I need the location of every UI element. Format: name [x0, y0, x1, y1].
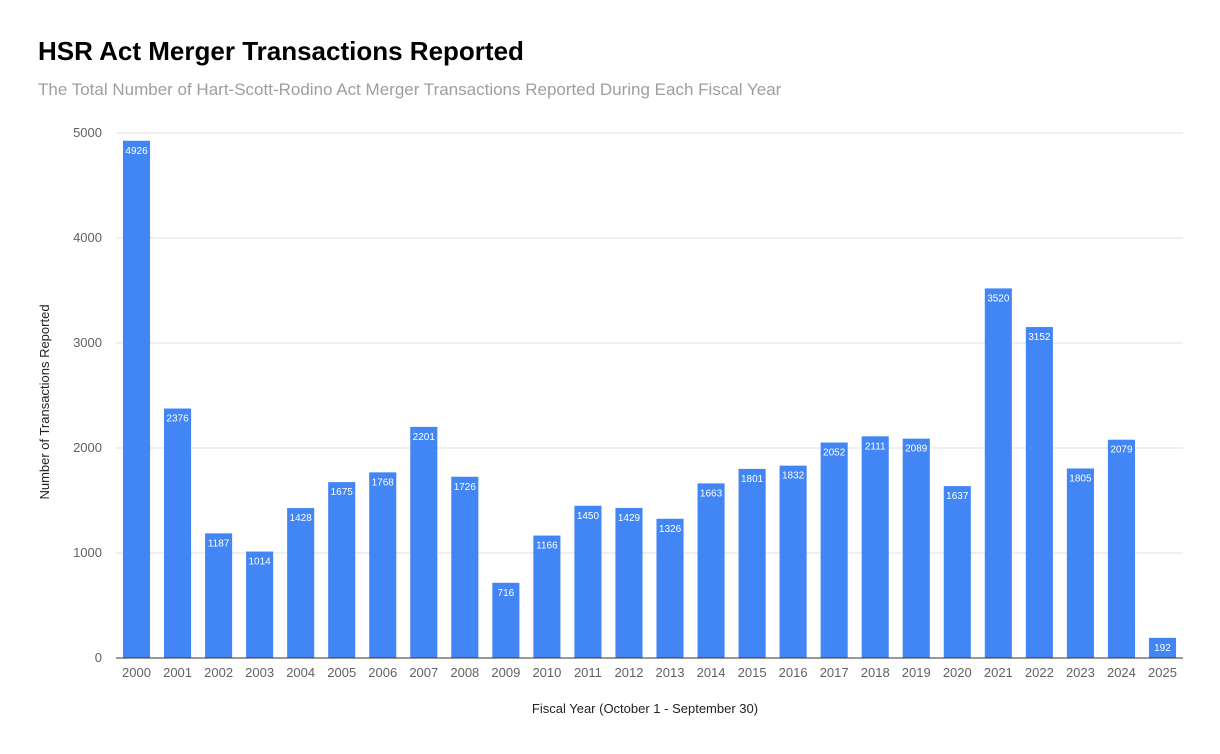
bar-value-label: 1326: [659, 524, 682, 535]
bar-value-label: 2376: [166, 414, 189, 425]
bar: [1148, 637, 1177, 658]
x-axis-title: Fiscal Year (October 1 - September 30): [532, 701, 758, 716]
bar: [984, 288, 1012, 658]
x-tick-label: 2021: [984, 665, 1013, 680]
bar-value-label: 1429: [618, 513, 641, 524]
bar: [738, 468, 766, 658]
x-tick-label: 2017: [820, 665, 849, 680]
bar: [1025, 327, 1053, 658]
gridlines: [116, 132, 1183, 554]
bar: [902, 438, 930, 658]
bar: [164, 408, 192, 658]
x-tick-label: 2019: [902, 665, 931, 680]
bar: [328, 482, 356, 658]
x-tick-label: 2004: [286, 665, 315, 680]
bar-value-labels: 4926 2376 1187 1014 1428 1675 1768 2201 1726 716 1…: [125, 146, 1171, 654]
x-tick-label: 2006: [368, 665, 397, 680]
bar-value-label: 1832: [782, 471, 805, 482]
bar-value-label: 1663: [700, 488, 723, 499]
bar: [1066, 468, 1094, 658]
bar-value-label: 1675: [331, 487, 354, 498]
x-tick-label: 2001: [163, 665, 192, 680]
x-tick-label: 2022: [1025, 665, 1054, 680]
x-tick-label: 2000: [122, 665, 151, 680]
chart-title: HSR Act Merger Transactions Reported: [38, 36, 524, 66]
bar: [574, 505, 602, 658]
x-axis-ticks: 2000 2001 2002 2003 2004 2005 2006 2007 2008 2009…: [122, 665, 1177, 680]
x-tick-label: 2003: [245, 665, 274, 680]
bar-value-label: 1450: [577, 511, 600, 522]
bar: [246, 551, 274, 658]
y-axis-ticks: 0 1000 2000 3000 4000 5000: [73, 125, 102, 665]
bar-value-label: 4926: [125, 146, 148, 157]
bar-value-label: 1726: [454, 482, 477, 493]
y-tick-label: 5000: [73, 125, 102, 140]
bar: [779, 465, 807, 658]
y-tick-label: 3000: [73, 335, 102, 350]
x-tick-label: 2025: [1148, 665, 1177, 680]
y-axis-title: Number of Transactions Reported: [37, 304, 52, 499]
x-tick-label: 2023: [1066, 665, 1095, 680]
x-tick-label: 2024: [1107, 665, 1136, 680]
x-tick-label: 2018: [861, 665, 890, 680]
bar: [492, 582, 520, 658]
chart-subtitle: The Total Number of Hart-Scott-Rodino Ac…: [38, 80, 782, 99]
x-tick-label: 2007: [409, 665, 438, 680]
bar-value-label: 716: [498, 588, 515, 599]
y-tick-label: 1000: [73, 545, 102, 560]
bar-value-label: 2111: [865, 441, 886, 452]
bar: [287, 508, 315, 658]
x-tick-label: 2012: [615, 665, 644, 680]
bar-value-label: 2201: [413, 432, 436, 443]
bar-value-label: 1428: [290, 513, 313, 524]
bar: [615, 507, 643, 658]
bar: [451, 476, 479, 658]
bars: [122, 140, 1177, 658]
y-tick-label: 2000: [73, 440, 102, 455]
bar-value-label: 1187: [208, 538, 230, 549]
x-tick-label: 2008: [450, 665, 479, 680]
bar-value-label: 2052: [823, 448, 846, 459]
bar: [697, 483, 725, 658]
bar-value-label: 1014: [249, 557, 272, 568]
bar-value-label: 1768: [372, 477, 395, 488]
y-tick-label: 4000: [73, 230, 102, 245]
bar-value-label: 192: [1154, 643, 1171, 654]
bar: [533, 535, 561, 658]
bar: [861, 436, 889, 658]
bar-value-label: 1801: [741, 474, 764, 485]
bar-value-label: 1637: [946, 491, 969, 502]
bar: [1107, 439, 1135, 658]
bar: [122, 140, 151, 658]
x-tick-label: 2014: [697, 665, 726, 680]
x-tick-label: 2005: [327, 665, 356, 680]
bar-value-label: 1166: [536, 541, 558, 552]
bar: [820, 442, 848, 658]
bar: [369, 472, 397, 658]
bar-value-label: 2089: [905, 444, 928, 455]
bar: [205, 533, 233, 658]
bar-value-label: 3520: [987, 293, 1010, 304]
bar-value-label: 1805: [1069, 473, 1092, 484]
bar: [656, 518, 684, 658]
y-tick-label: 0: [95, 650, 102, 665]
bar-value-label: 2079: [1110, 445, 1133, 456]
bar-value-label: 3152: [1028, 332, 1051, 343]
bar: [943, 486, 971, 658]
x-tick-label: 2015: [738, 665, 767, 680]
x-tick-label: 2020: [943, 665, 972, 680]
x-tick-label: 2011: [574, 665, 602, 680]
x-tick-label: 2002: [204, 665, 233, 680]
x-tick-label: 2009: [491, 665, 520, 680]
x-tick-label: 2013: [656, 665, 685, 680]
bar: [410, 426, 438, 658]
x-tick-label: 2010: [532, 665, 561, 680]
x-tick-label: 2016: [779, 665, 808, 680]
